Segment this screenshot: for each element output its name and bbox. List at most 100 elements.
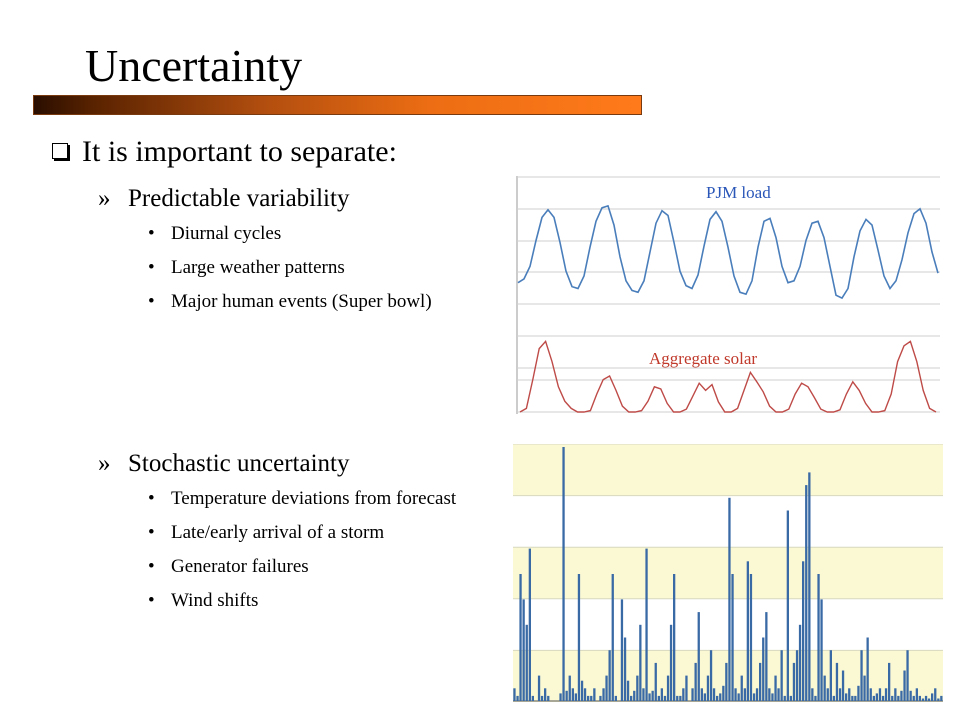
- background-band: [513, 444, 943, 496]
- bar: [835, 662, 839, 701]
- bar: [765, 612, 768, 701]
- bar: [608, 650, 611, 701]
- list-item: • Diurnal cycles: [146, 221, 491, 247]
- bar: [516, 695, 519, 701]
- list-item-text: Temperature deviations from forecast: [171, 488, 457, 509]
- bar: [642, 688, 645, 701]
- bar: [669, 624, 673, 701]
- bar: [817, 574, 820, 701]
- bar: [921, 698, 925, 701]
- bullet-dot-icon: •: [148, 590, 155, 611]
- bar: [826, 688, 829, 701]
- stochastic-list: • Temperature deviations from forecast • L…: [146, 486, 491, 622]
- main-bullet-text: It is important to separate:: [82, 135, 397, 168]
- bar: [676, 695, 679, 701]
- bar: [774, 675, 777, 701]
- bar: [802, 561, 805, 701]
- bar: [540, 695, 544, 701]
- list-item-text: Wind shifts: [171, 590, 259, 611]
- bar: [881, 695, 885, 701]
- background-band: [513, 650, 943, 702]
- bar: [795, 650, 799, 701]
- bar: [786, 510, 789, 701]
- bar: [568, 675, 571, 701]
- bar: [863, 675, 866, 701]
- bar: [706, 675, 710, 701]
- bar: [894, 688, 897, 701]
- bar: [869, 688, 872, 701]
- bar: [857, 685, 860, 701]
- bar: [731, 574, 734, 701]
- bar: [888, 662, 891, 701]
- bar: [912, 695, 915, 701]
- bar: [614, 695, 617, 701]
- section-heading-text: Stochastic uncertainty: [128, 450, 350, 477]
- list-item: • Wind shifts: [146, 588, 491, 614]
- bar: [832, 695, 835, 701]
- bar: [663, 695, 667, 701]
- list-item-text: Diurnal cycles: [171, 223, 282, 244]
- bar: [522, 599, 525, 701]
- bar: [872, 695, 875, 701]
- bar: [691, 688, 694, 701]
- bar: [583, 688, 587, 701]
- bar: [841, 670, 845, 701]
- bar: [599, 695, 602, 701]
- bar: [574, 693, 577, 701]
- bar: [906, 650, 909, 701]
- bar: [829, 650, 832, 701]
- section-heading-text: Predictable variability: [128, 185, 350, 212]
- bar: [903, 670, 906, 701]
- bar: [587, 695, 590, 701]
- raquo-icon: »: [98, 450, 111, 477]
- bar: [900, 690, 903, 701]
- bar: [792, 662, 796, 701]
- bar: [666, 675, 670, 701]
- bar: [703, 693, 706, 701]
- bar: [866, 637, 869, 701]
- bar: [771, 693, 774, 701]
- load-solar-chart: [516, 176, 940, 414]
- bar: [639, 624, 642, 701]
- bar: [878, 688, 882, 701]
- background-band: [513, 495, 943, 548]
- bar: [626, 680, 630, 701]
- bar: [633, 690, 636, 701]
- bar: [694, 662, 697, 701]
- bar: [848, 688, 851, 701]
- bar: [716, 695, 719, 701]
- bar: [577, 574, 581, 701]
- bar: [580, 680, 584, 701]
- list-item: • Generator failures: [146, 554, 491, 580]
- bar: [759, 662, 762, 701]
- bar: [789, 695, 792, 701]
- title-underline-bar: [33, 95, 642, 115]
- bar: [860, 650, 863, 701]
- bar: [918, 695, 921, 701]
- bar: [700, 688, 703, 701]
- bar: [811, 688, 814, 701]
- bar: [897, 695, 900, 701]
- bar: [645, 548, 648, 701]
- checkbox-bullet-icon: [52, 143, 68, 160]
- bar: [740, 675, 743, 701]
- bar: [884, 688, 888, 701]
- bar: [838, 688, 842, 701]
- bar: [915, 688, 918, 701]
- bar: [746, 561, 749, 701]
- bar: [537, 675, 541, 701]
- aggregate-solar-series: [519, 340, 937, 413]
- list-item: • Temperature deviations from forecast: [146, 486, 489, 512]
- bar: [636, 675, 639, 701]
- bar: [927, 698, 931, 701]
- bar: [623, 637, 627, 701]
- bar: [854, 695, 857, 701]
- bar: [722, 685, 725, 701]
- bar: [547, 695, 550, 701]
- bar: [737, 693, 740, 701]
- raquo-icon: »: [98, 185, 111, 212]
- section-heading-stochastic: » Stochastic uncertainty: [98, 449, 349, 479]
- list-item-text: Major human events (Super bowl): [171, 291, 432, 312]
- bullet-dot-icon: •: [148, 488, 155, 509]
- bar: [719, 693, 722, 701]
